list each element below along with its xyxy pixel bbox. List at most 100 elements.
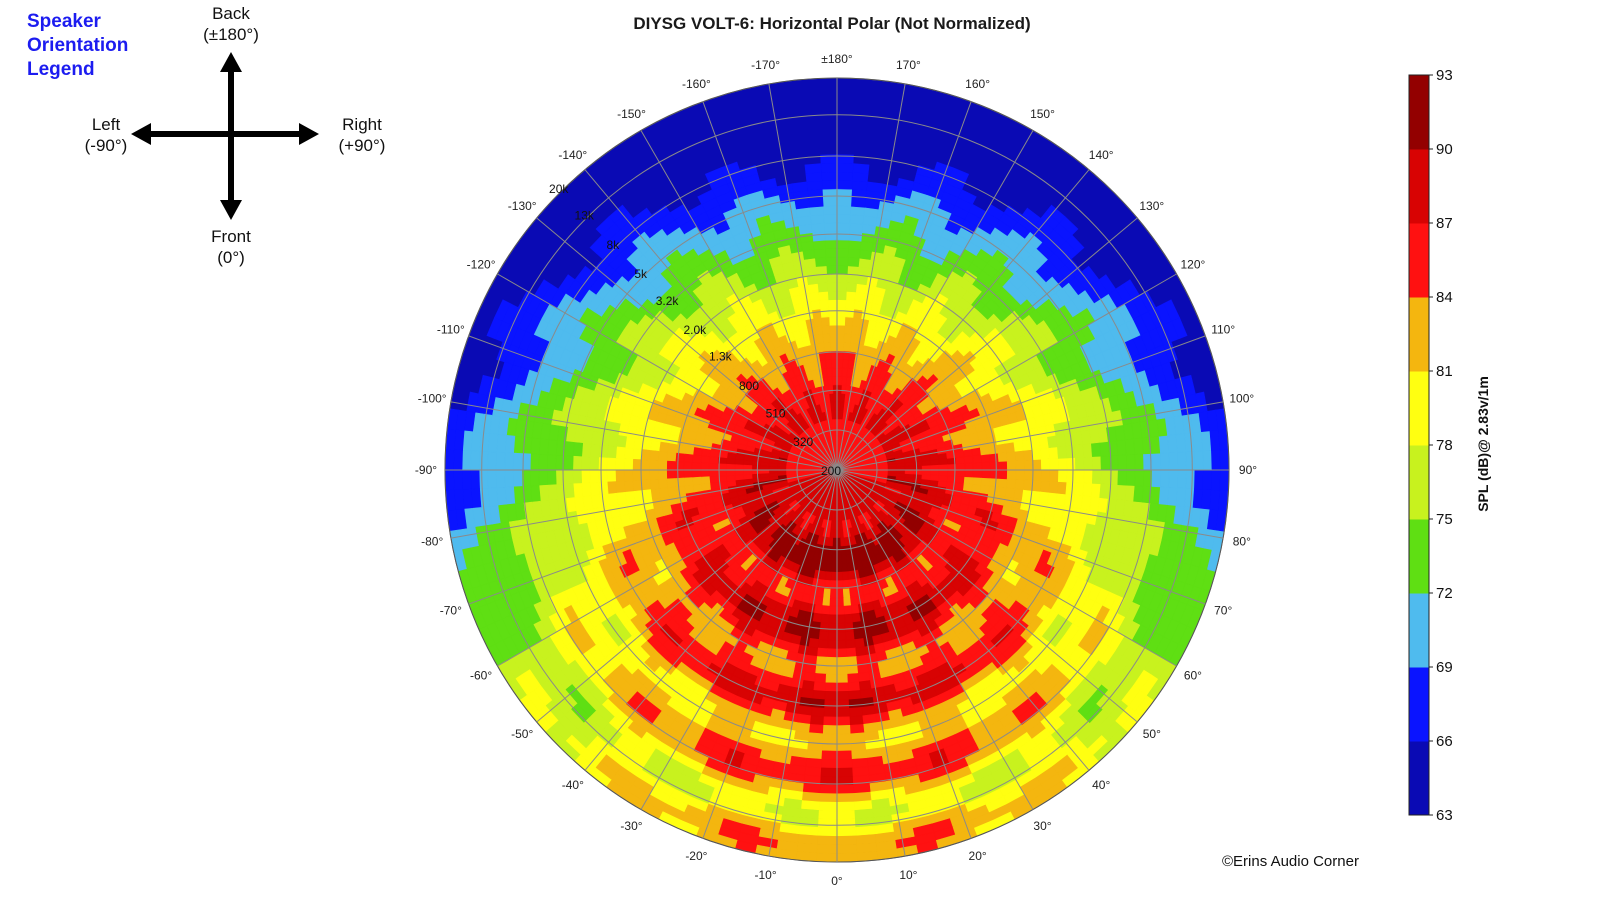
heatmap-cell — [640, 449, 651, 461]
heatmap-cell — [904, 469, 915, 475]
heatmap-cell — [853, 783, 872, 794]
heatmap-cell — [675, 444, 686, 455]
heatmap-cell — [657, 478, 668, 490]
heatmap-cell — [836, 324, 845, 335]
heatmap-cell — [989, 461, 1000, 471]
heatmap-cell — [1124, 484, 1136, 502]
heatmap-cell — [1151, 469, 1162, 488]
heatmap-cell — [964, 462, 974, 471]
heatmap-cell — [821, 324, 831, 335]
heatmap-cell — [674, 461, 685, 471]
heatmap-cell — [1134, 469, 1145, 487]
heatmap-cell — [495, 451, 506, 471]
heatmap-cell — [836, 758, 853, 769]
heatmap-cell — [988, 485, 999, 496]
heatmap-cell — [808, 197, 824, 208]
heatmap-cell — [998, 460, 1008, 471]
heatmap-cell — [1150, 435, 1161, 454]
heatmap-cell — [836, 222, 851, 233]
heatmap-cell — [1133, 437, 1144, 455]
heatmap-cell — [683, 477, 694, 487]
heatmap-cell — [692, 446, 703, 457]
heatmap-cell — [836, 631, 847, 641]
heatmap-cell — [836, 384, 842, 394]
heatmap-cell — [804, 766, 822, 777]
heatmap-cell — [823, 213, 838, 224]
heatmap-cell — [850, 334, 859, 345]
heatmap-cell — [810, 706, 825, 718]
heatmap-cell — [836, 401, 841, 411]
heatmap-cell — [836, 622, 846, 633]
heatmap-cell — [1073, 482, 1085, 497]
heatmap-cell — [836, 682, 849, 692]
heatmap-cell — [819, 622, 830, 633]
heatmap-cell — [819, 784, 838, 795]
heatmap-cell — [657, 460, 668, 471]
heatmap-cell — [822, 733, 838, 744]
heatmap-cell — [725, 463, 736, 471]
heatmap-cell — [709, 449, 720, 458]
heatmap-cell — [1040, 469, 1051, 482]
heatmap-cell — [820, 316, 830, 327]
heatmap-cell — [836, 656, 848, 667]
heatmap-cell — [836, 665, 849, 675]
heatmap-cell — [817, 818, 838, 829]
heatmap-cell — [547, 484, 558, 501]
heatmap-cell — [854, 637, 866, 649]
polar-heatmap — [445, 78, 1229, 862]
heatmap-cell — [1083, 469, 1094, 484]
heatmap-cell — [836, 648, 848, 658]
heatmap-cell — [811, 231, 826, 242]
heatmap-cell — [824, 239, 838, 250]
heatmap-cell — [972, 462, 983, 471]
heatmap-cell — [1023, 459, 1034, 471]
heatmap-cell — [817, 647, 828, 658]
heatmap-cell — [572, 483, 584, 498]
heatmap-cell — [632, 448, 643, 461]
heatmap-cell — [850, 197, 866, 208]
heatmap-cell — [1040, 480, 1051, 493]
heatmap-cell — [547, 439, 558, 456]
heatmap-cell — [1065, 481, 1076, 496]
heatmap-cell — [818, 630, 829, 641]
heatmap-cell — [979, 484, 990, 495]
heatmap-cell — [846, 647, 857, 658]
heatmap-cell — [1151, 452, 1162, 471]
heatmap-cell — [825, 265, 838, 275]
heatmap-cell — [836, 316, 846, 326]
heatmap-cell — [981, 469, 991, 479]
heatmap-cell — [836, 367, 843, 377]
heatmap-cell — [1160, 469, 1170, 488]
heatmap-cell — [836, 750, 853, 761]
heatmap-cell — [825, 673, 838, 684]
heatmap-cell — [913, 469, 923, 475]
heatmap-cell — [825, 682, 838, 692]
heatmap-cell — [896, 469, 906, 474]
heatmap-cell — [849, 342, 858, 353]
heatmap-cell — [820, 613, 830, 624]
heatmap-cell — [530, 437, 541, 455]
heatmap-cell — [708, 475, 719, 484]
heatmap-cell — [823, 716, 838, 727]
heatmap-cell — [852, 163, 870, 174]
heatmap-cell — [846, 265, 859, 276]
heatmap-cell — [912, 473, 923, 480]
heatmap-cell — [820, 162, 838, 173]
heatmap-cell — [849, 706, 864, 718]
heatmap-cell — [836, 205, 852, 216]
heatmap-cell — [1057, 481, 1068, 495]
heatmap-cell — [580, 469, 591, 484]
heatmap-cell — [632, 479, 643, 492]
heatmap-cell — [1134, 453, 1145, 471]
heatmap-cell — [691, 454, 702, 464]
heatmap-cell — [529, 453, 540, 471]
heatmap-cell — [760, 461, 770, 467]
heatmap-cell — [453, 449, 463, 471]
heatmap-cell — [827, 299, 838, 309]
heatmap-cell — [836, 699, 850, 709]
heatmap-cell — [658, 441, 670, 453]
heatmap-cell — [836, 597, 845, 607]
heatmap-cell — [829, 605, 838, 616]
heatmap-cell — [821, 758, 838, 769]
heatmap-cell — [981, 461, 991, 471]
